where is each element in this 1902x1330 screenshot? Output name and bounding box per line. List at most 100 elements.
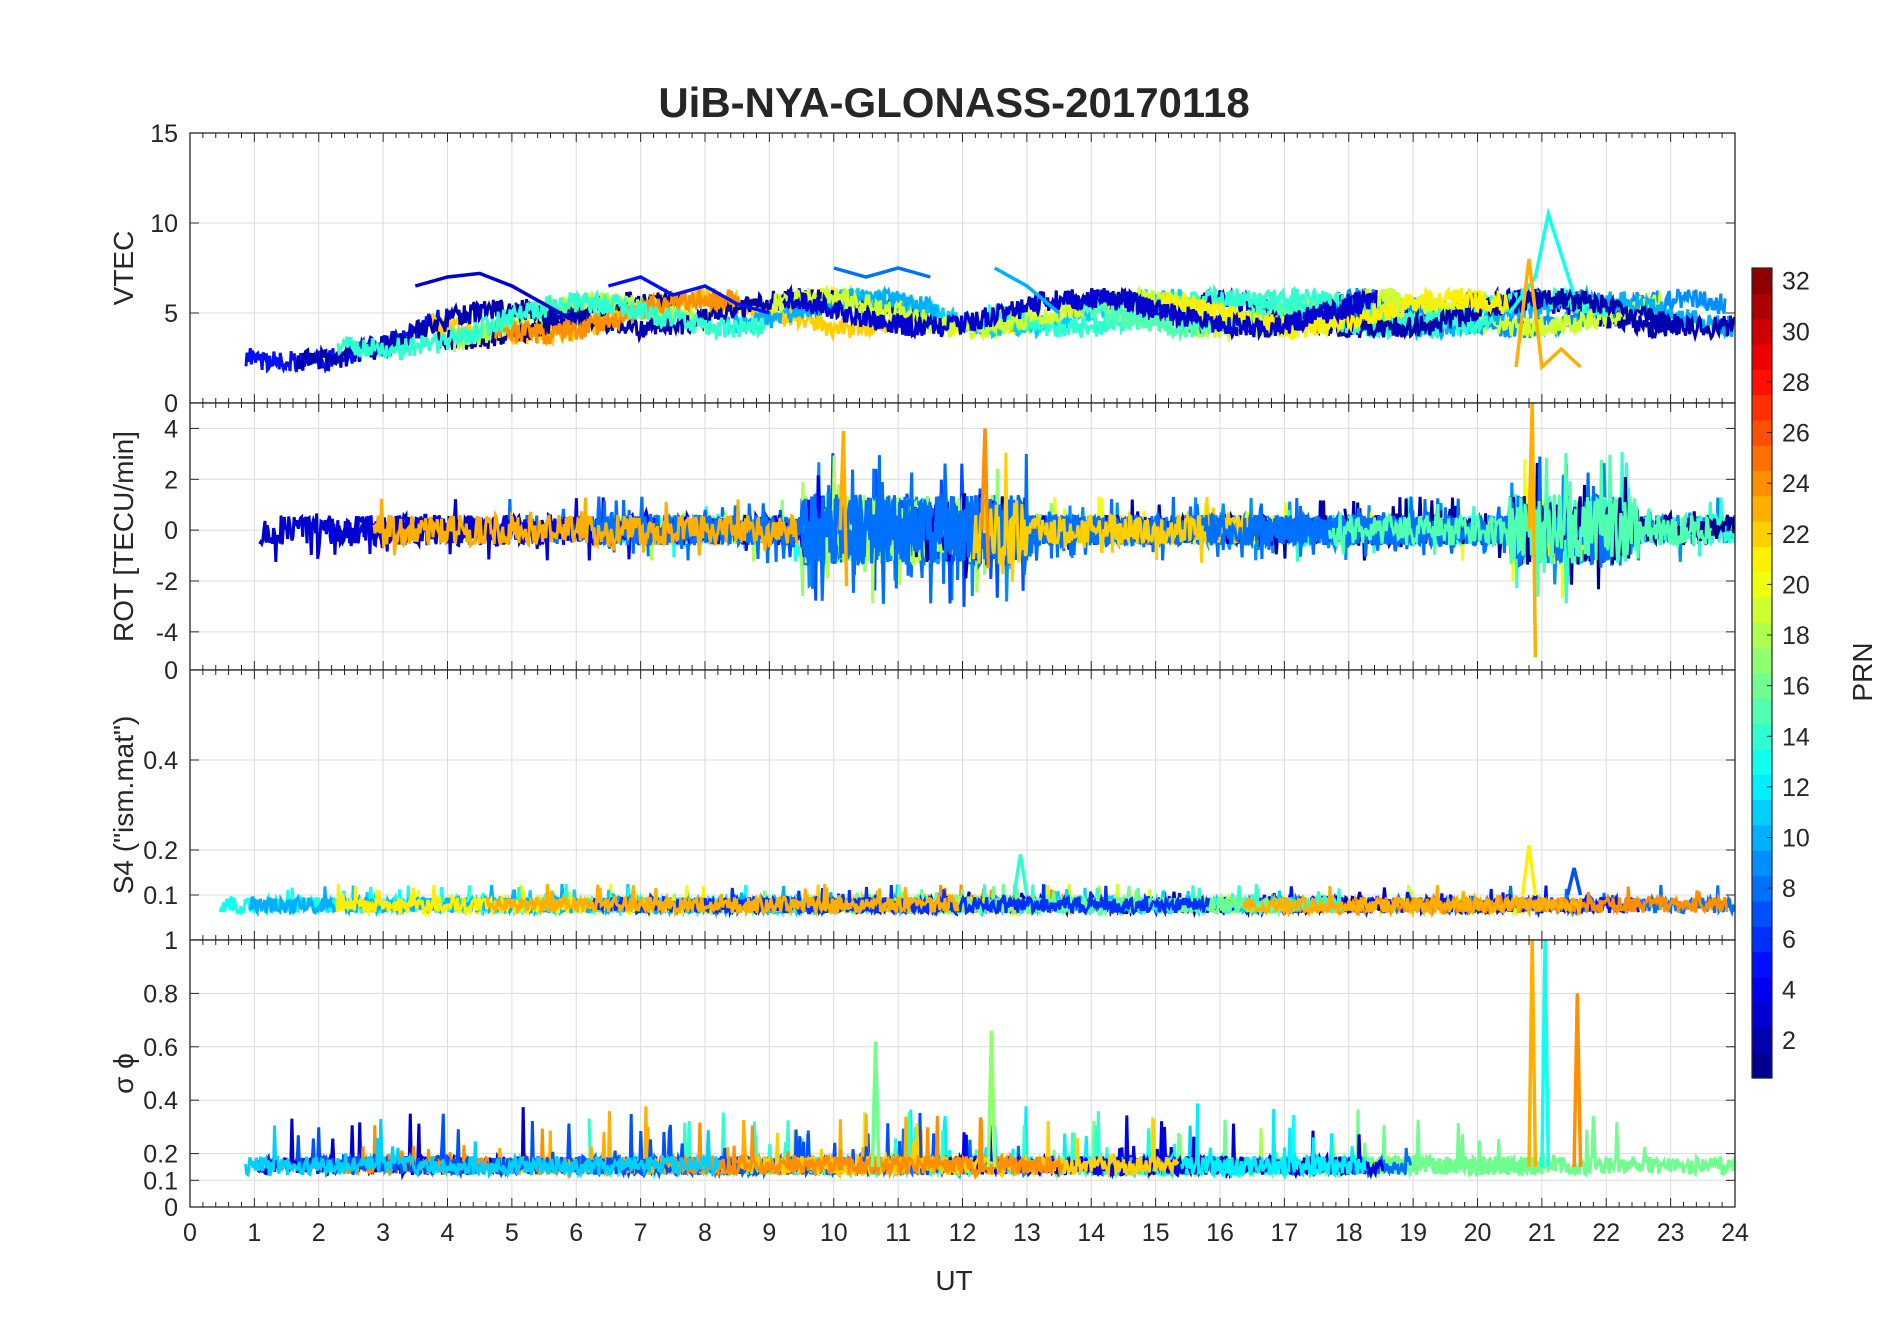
colorbar-segment <box>1752 926 1772 953</box>
series-prn-10 <box>993 266 1061 315</box>
x-tick-label: 16 <box>1206 1219 1234 1247</box>
colorbar-segment <box>1752 571 1772 598</box>
x-tick-label: 11 <box>885 1219 911 1247</box>
trace-prn-3 <box>258 499 556 563</box>
series-prn-16 <box>870 1041 881 1168</box>
colorbar-segment <box>1752 597 1772 623</box>
y-axis-label: S4 ("ism.mat") <box>108 716 139 895</box>
colorbar-segment <box>1752 647 1772 674</box>
y-tick-label: -2 <box>156 568 178 596</box>
colorbar-segment <box>1752 698 1772 725</box>
series-prn-13 <box>1540 940 1551 1168</box>
colorbar-tick-label: 6 <box>1782 926 1796 954</box>
colorbar-segment <box>1752 824 1772 851</box>
x-tick-label: 19 <box>1399 1219 1427 1247</box>
x-tick-label: 3 <box>376 1219 390 1247</box>
y-axis-label: VTEC <box>108 231 139 306</box>
x-axis-label: UT <box>935 1265 972 1296</box>
colorbar-segment <box>1752 495 1772 522</box>
colorbar-segment <box>1752 723 1772 750</box>
colorbar-tick-label: 32 <box>1782 268 1810 296</box>
series-prn-23 <box>1527 403 1538 658</box>
y-tick-label: 0.4 <box>143 1087 178 1115</box>
colorbar-segment <box>1752 394 1772 421</box>
x-tick-label: 12 <box>949 1219 977 1247</box>
colorbar-segment <box>1752 622 1772 649</box>
colorbar-label: PRN <box>1847 642 1878 701</box>
colorbar-frame <box>1751 267 1773 1079</box>
panel-sigma_phi: 00.10.2 0.4 0.6 0.8 1 σ ϕ <box>108 927 1736 1222</box>
colorbar-tick-label: 24 <box>1782 470 1810 498</box>
series-prn-13 <box>1508 207 1576 315</box>
colorbar-tick-label: 14 <box>1782 723 1810 751</box>
trace-prn-21 <box>1161 286 1510 341</box>
y-tick-label: 0 <box>164 517 178 545</box>
trace-prn-24 <box>493 284 741 347</box>
y-tick-label: 0.1 <box>143 1167 178 1195</box>
x-tick-label: 23 <box>1657 1219 1685 1247</box>
colorbar-segment <box>1752 268 1772 294</box>
colorbar-segment <box>1752 799 1772 826</box>
y-axis-label: ROT [TECU/min] <box>108 431 139 642</box>
y-tick-label: 0.2 <box>143 837 178 865</box>
x-tick-label: 13 <box>1013 1219 1041 1247</box>
panel-s4: 0.1 0.2 0.4 0 S4 ("ism.mat") <box>108 657 1736 941</box>
x-tick-label: 17 <box>1270 1219 1298 1247</box>
x-tick-label: 8 <box>698 1219 712 1247</box>
colorbar-tick-label: 18 <box>1782 622 1810 650</box>
trace-prn-2 <box>1325 288 1735 343</box>
colorbar-tick-label: 26 <box>1782 420 1810 448</box>
series-prn-21 <box>1520 845 1538 896</box>
series-prn-17 <box>986 1030 997 1168</box>
y-tick-label: 15 <box>150 120 178 148</box>
x-tick-label: 7 <box>634 1219 648 1247</box>
y-tick-label: 0.6 <box>143 1034 178 1062</box>
y-tick-label: 0.2 <box>143 1141 178 1169</box>
trace-prn-11 <box>244 1118 721 1180</box>
panel-rot: -4 -2 0 2 4 ROT [TECU/min] <box>108 402 1736 671</box>
colorbar-tick-label: 20 <box>1782 571 1810 599</box>
colorbar-segment <box>1752 1002 1772 1028</box>
x-tick-label: 9 <box>762 1219 776 1247</box>
trace-prn-15 <box>1327 453 1713 597</box>
x-tick-label: 24 <box>1721 1219 1749 1247</box>
colorbar-segment <box>1752 369 1772 396</box>
panel-vtec: 0 5 10 15 VTEC <box>108 120 1736 418</box>
y-tick-label: 0.4 <box>143 747 178 775</box>
y-tick-label: 5 <box>164 300 178 328</box>
x-tick-label: 18 <box>1335 1219 1363 1247</box>
x-tick-label: 14 <box>1077 1219 1105 1247</box>
trace-prn-15 <box>1077 289 1299 343</box>
colorbar-segment <box>1752 1027 1772 1054</box>
colorbar-segment <box>1752 546 1772 573</box>
colorbar-segment <box>1752 445 1772 472</box>
y-tick-label: 0.8 <box>143 980 178 1008</box>
series-prn-24 <box>980 428 991 569</box>
y-tick-label: 1 <box>164 927 178 955</box>
chart-title: UiB-NYA-GLONASS-20170118 <box>658 79 1249 126</box>
x-tick-label: 15 <box>1142 1219 1170 1247</box>
y-tick-label: 0 <box>164 1194 178 1222</box>
y-tick-label: 2 <box>164 466 178 494</box>
y-tick-label: 0 <box>164 657 178 685</box>
x-tick-label: 22 <box>1592 1219 1620 1247</box>
x-tick-label: 6 <box>569 1219 583 1247</box>
y-tick-label: -4 <box>156 619 178 647</box>
trace-group <box>244 207 1735 374</box>
colorbar-segment <box>1752 318 1772 345</box>
series-prn-24 <box>1572 993 1583 1168</box>
y-tick-label: 0.1 <box>143 882 178 910</box>
series-prn-7 <box>1565 867 1583 896</box>
colorbar-tick-label: 4 <box>1782 976 1796 1004</box>
series-prn-3 <box>414 271 578 324</box>
series-prn-23 <box>1527 940 1538 1168</box>
colorbar-tick-label: 22 <box>1782 521 1810 549</box>
colorbar-segment <box>1752 470 1772 497</box>
colorbar-segment <box>1752 343 1772 370</box>
x-tick-label: 1 <box>247 1219 261 1247</box>
colorbar-segment <box>1752 1052 1772 1079</box>
y-tick-label: 4 <box>164 415 178 443</box>
